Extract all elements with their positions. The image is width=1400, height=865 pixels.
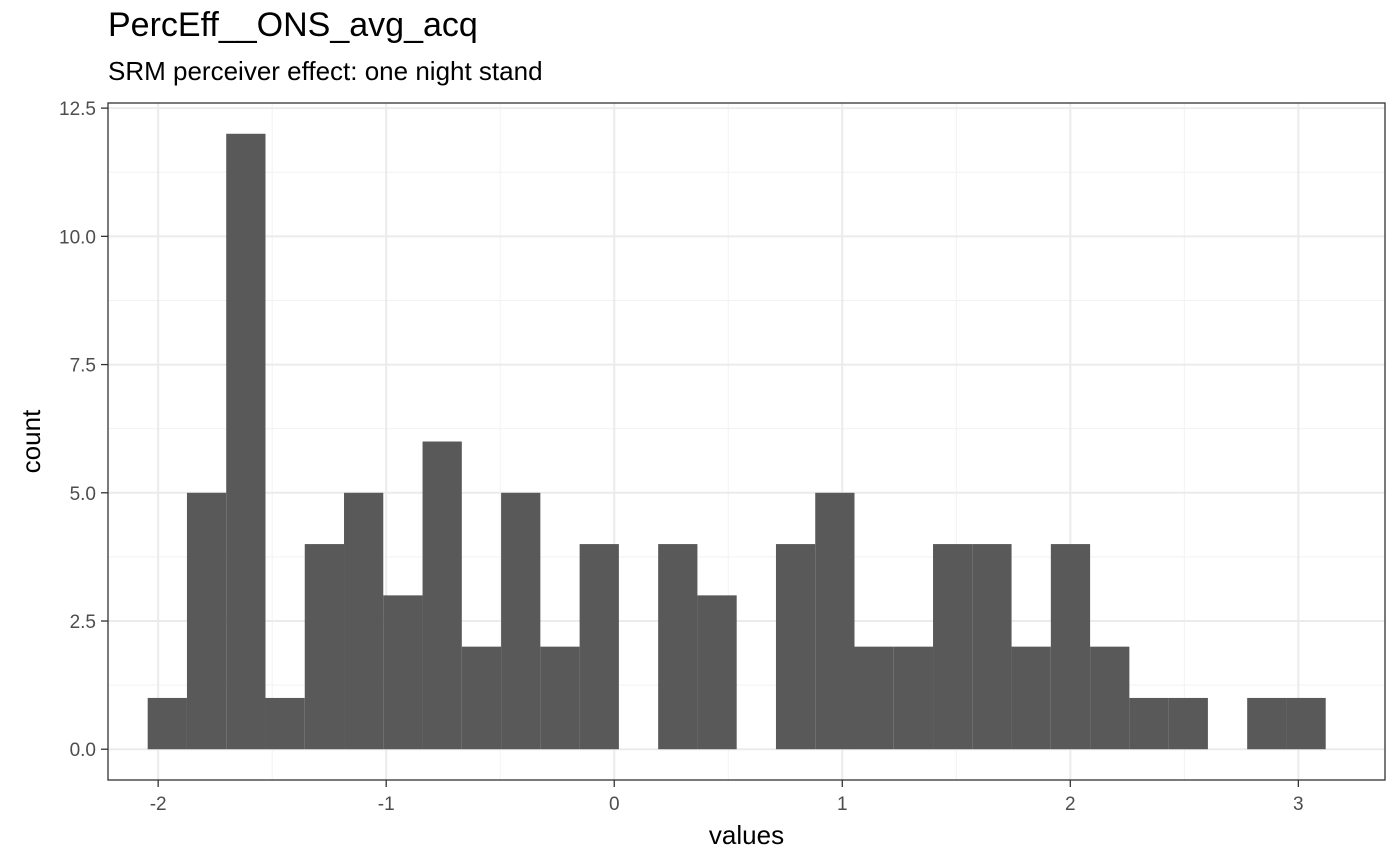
histogram-bar [304,544,345,750]
histogram-bar [815,492,855,750]
x-axis: -2 -1 0 1 2 3 [150,780,1304,815]
histogram-bar [344,492,384,750]
minor-gridlines [108,103,1385,780]
histogram-bars [147,133,1326,750]
y-tick-label: 7.5 [70,356,96,377]
histogram-bar [383,595,423,750]
histogram-bar [186,492,227,750]
histogram-bar [265,697,305,750]
histogram-bar [1129,697,1169,750]
y-tick-label: 10.0 [59,227,96,248]
y-axis-title: count [16,409,46,473]
histogram-bar [1011,646,1051,750]
y-axis: 0.0 2.5 5.0 7.5 10.0 12.5 [59,99,108,761]
histogram-bar [1247,697,1287,750]
histogram-bar [893,646,934,750]
histogram-bar [972,544,1012,750]
histogram-bar [697,595,737,750]
histogram-bar [933,544,973,750]
x-tick-label: -1 [378,794,395,815]
x-tick-label: 1 [837,794,848,815]
histogram-bar [501,492,541,750]
histogram-bar [658,544,698,750]
histogram-bar [1168,697,1208,750]
y-tick-label: 5.0 [70,484,96,505]
chart-title: PercEff__ONS_avg_acq [108,6,478,44]
histogram-bar [422,441,462,750]
x-tick-label: 0 [609,794,620,815]
histogram-bar [461,646,502,750]
panel-border [107,102,1386,781]
x-tick-label: 2 [1065,794,1076,815]
y-tick-label: 2.5 [70,612,96,633]
histogram-bar [1090,646,1130,750]
y-tick-label: 0.0 [70,740,96,761]
histogram-bar [775,544,816,750]
x-axis-title: values [709,820,784,850]
histogram-bar [854,646,894,750]
x-tick-label: 3 [1293,794,1304,815]
major-gridlines [108,103,1385,780]
y-tick-label: 12.5 [59,99,96,120]
histogram-bar [1286,697,1326,750]
histogram-bar [540,646,580,750]
histogram-bar [226,133,266,750]
chart-subtitle: SRM perceiver effect: one night stand [108,56,543,86]
histogram-bar [1050,544,1091,750]
histogram-bar [147,697,187,750]
x-tick-label: -2 [150,794,167,815]
histogram-bar [579,544,619,750]
